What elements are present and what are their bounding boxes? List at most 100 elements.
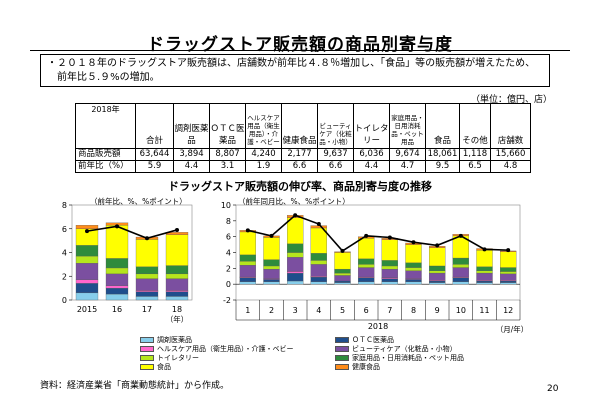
page-number: 20 [547,384,559,394]
bar-segment-otc [310,276,327,282]
bar-segment-food [239,231,256,256]
y-axis-label: （前年同月比、%、%ポイント） [238,196,350,206]
y-tick-label: 0 [62,296,67,305]
bar-segment-household [452,257,469,265]
bar-segment-beauty [476,272,493,281]
bar-segment-dispensing [239,281,256,285]
table-cell: 1.9 [245,160,282,173]
legend-swatch [140,337,154,343]
total-growth-marker [85,229,89,234]
bar-segment-food [429,247,446,267]
bar-segment-toiletry [105,267,129,275]
bar-segment-dispensing [75,292,99,301]
legend-label: 家庭用品・日用消耗品・ペット用品 [352,354,464,362]
bar-segment-household [500,267,517,272]
total-growth-marker [293,213,298,218]
legend-label: ビューティケア（化粧品・小物） [352,345,457,353]
table-header: 調剤医薬品 [173,103,210,149]
bar-segment-household [429,265,446,271]
bar-segment-dispensing [500,282,517,285]
y-tick-label: 4 [226,249,231,258]
y-axis-label: （前年比、%、%ポイント） [90,196,187,206]
legend-swatch [140,346,154,352]
x-tick-label: 8 [411,306,416,315]
table-cell: 4.7 [389,160,426,173]
legend-swatch [335,364,349,370]
bar-segment-beauty [105,273,129,286]
total-growth-marker [411,240,416,245]
bar-segment-toiletry [263,265,280,270]
bar-segment-household [165,265,189,275]
bar-segment-toiletry [500,271,517,275]
table-cell: 4.8 [490,160,531,173]
bar-segment-otc [500,280,517,283]
table-cell: 3.1 [209,160,246,173]
bar-segment-toiletry [75,255,99,264]
bar-segment-beauty [429,272,446,281]
x-tick-label: 3 [293,306,298,315]
x-tick-label: 4 [316,306,321,315]
x-tick-label: 9 [435,306,440,315]
total-growth-marker [340,248,345,253]
bar-segment-toiletry [405,267,422,271]
legend-label: 健康食品 [352,363,380,371]
bar-segment-beauty [381,268,398,278]
y-tick-label: 8 [226,217,231,226]
bar-segment-household [358,258,375,265]
source-note: 資料：経済産業省「商業動態統計」から作成。 [40,381,230,391]
bar-segment-household [135,266,159,275]
chart-subtitle: ドラッグストア販売額の伸び率、商品別寄与度の推移 [168,180,432,193]
legend-swatch [335,355,349,361]
bar-segment-food [500,251,517,268]
x-tick-label: 2015 [77,305,97,314]
legend-item-beauty: ビューティケア（化粧品・小物） [335,345,457,354]
legend-swatch [140,364,154,370]
bar-segment-otc [381,278,398,282]
x-tick-label: 16 [112,305,122,314]
bar-segment-household [105,258,129,269]
bar-segment-beauty [287,257,304,272]
bar-segment-beauty [165,278,189,291]
bar-segment-food [381,239,398,261]
bar-segment-toiletry [287,252,304,258]
bar-segment-dispensing [476,282,493,285]
x-group-label: 2018 [368,322,388,331]
total-growth-marker [269,233,274,238]
summary-box: ・２０１８年のドラッグストア販売額は、店舗数が前年比４.８％増加し、「食品」等の… [40,54,550,87]
bar-segment-household [310,253,327,261]
bar-segment-household [263,259,280,267]
total-growth-marker [175,227,179,232]
table-header-row: 2018年 合計 調剤医薬品 ＯＴＣ医薬品 ヘルスケア用品（衛生用品）・介護・ベ… [75,103,531,149]
x-tick-label: 5 [340,306,345,315]
legend-item-otc: ＯＴＣ医薬品 [335,336,394,345]
bar-segment-food [135,239,159,267]
bar-segment-food [358,238,375,259]
table-header: 合計 [135,103,174,149]
legend-item-toiletry: トイレタリー [140,354,199,363]
bar-segment-toiletry [165,273,189,279]
x-tick-label: 18 [172,305,182,314]
bar-segment-toiletry [452,264,469,268]
bar-segment-healthcare [287,271,304,274]
total-growth-marker [482,247,487,252]
total-growth-line [247,214,509,252]
bar-segment-otc [334,280,351,283]
bar-segment-beauty [75,263,99,280]
bar-segment-dispensing [429,282,446,285]
total-growth-marker [145,236,149,241]
bar-segment-otc [75,283,99,294]
bar-segment-household [381,260,398,267]
total-growth-line [86,225,178,240]
legend-swatch [335,337,349,343]
bar-segment-toiletry [135,273,159,279]
x-tick-label: 10 [456,306,466,315]
legend-label: ヘルスケア用品（衛生用品）・介護・ベビー [157,345,294,353]
bar-segment-toiletry [310,260,327,265]
bar-segment-food [334,252,351,270]
bar-segment-otc [239,277,256,282]
bar-segment-otc [452,277,469,282]
legend-label: 調剤医薬品 [157,336,192,344]
bar-segment-beauty [358,267,375,278]
bar-segment-beauty [452,267,469,278]
